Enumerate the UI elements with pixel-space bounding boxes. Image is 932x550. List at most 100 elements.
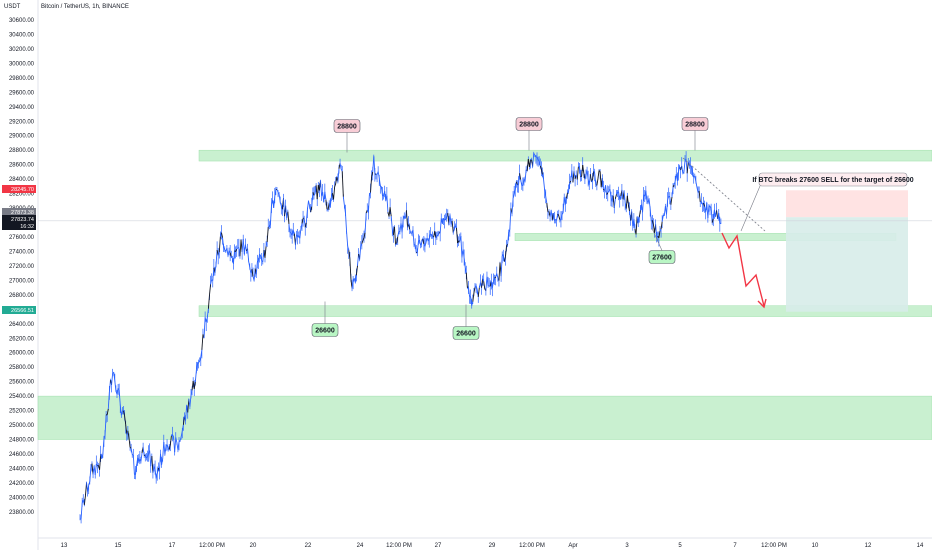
price-segment (605, 185, 608, 195)
price-segment (623, 190, 626, 203)
zone-demand (37, 395, 932, 440)
price-segment (456, 227, 459, 244)
annotation-box-low (311, 323, 339, 337)
price-badge (2, 306, 36, 314)
price-segment (536, 156, 539, 160)
price-segment (659, 229, 662, 232)
drawings-layer: 28800 28800 28800 26600 26600 27600 If BTC bre… (311, 117, 914, 340)
price-segment (708, 205, 711, 208)
price-segment (205, 317, 208, 323)
price-segment (124, 415, 127, 425)
price-segment (601, 178, 604, 190)
price-segment (221, 232, 223, 238)
price-segment (613, 198, 616, 209)
price-segment (269, 204, 272, 225)
time-tick-label: 14 (917, 543, 924, 549)
price-segment (642, 194, 645, 213)
price-segment (369, 192, 371, 195)
price-tick-label: 25200.00 (9, 409, 35, 415)
price-segment (718, 213, 721, 224)
time-tick-label: 5 (678, 543, 682, 549)
price-segment (626, 195, 629, 205)
price-segment (303, 217, 306, 228)
price-segment (230, 256, 233, 259)
time-axis[interactable]: 13 15 17 12:00 PM 20 22 24 12:00 PM 27 29 12:00 PM… (61, 543, 924, 549)
price-segment (564, 198, 567, 205)
time-tick-label: 17 (169, 543, 176, 549)
price-segment (223, 247, 226, 250)
price-segment (256, 260, 259, 263)
price-segment (580, 175, 582, 178)
price-segment (311, 192, 314, 207)
price-segment (351, 282, 354, 289)
price-segment (99, 454, 102, 470)
price-segment (285, 205, 288, 218)
price-segment (401, 218, 404, 233)
price-segment (345, 213, 348, 233)
price-segment (178, 440, 181, 443)
price-segment (215, 249, 218, 266)
price-segment (334, 183, 337, 188)
price-tick-label: 28400.00 (9, 177, 35, 183)
price-tick-label: 28600.00 (9, 163, 35, 169)
price-segment (88, 481, 91, 486)
price-segment (158, 453, 161, 472)
price-segment (618, 192, 621, 200)
price-segment (445, 216, 448, 220)
price-tick-label: 26400.00 (9, 322, 35, 328)
price-segment (455, 225, 457, 229)
price-segment (174, 437, 177, 453)
price-segment (477, 287, 480, 297)
time-tick-label: 24 (357, 543, 364, 549)
annotation-label: 26600 (315, 328, 335, 335)
price-segment (408, 224, 411, 230)
price-segment (694, 176, 697, 182)
price-segment (161, 458, 164, 465)
annotation-box-high (681, 117, 709, 131)
price-segment (682, 171, 685, 174)
price-tick-label: 25400.00 (9, 394, 35, 400)
price-segment (565, 192, 568, 199)
price-segment (329, 196, 332, 208)
price-segment (259, 253, 261, 256)
price-axis[interactable]: 23800.00 24000.00 24200.00 24400.00 24600.00… (9, 18, 35, 516)
price-segment (655, 224, 658, 238)
price-segment (422, 238, 425, 245)
price-segment (619, 195, 622, 200)
price-segment (248, 261, 251, 268)
price-segment (101, 454, 104, 459)
price-segment (649, 208, 652, 222)
price-segment (288, 223, 291, 233)
price-segment (538, 160, 541, 166)
price-tick-label: 27200.00 (9, 264, 35, 270)
price-segment (460, 236, 463, 258)
price-segment (185, 405, 188, 421)
price-segment (528, 159, 531, 167)
price-segment (493, 277, 496, 282)
price-segment (212, 267, 215, 281)
price-segment (116, 387, 119, 395)
price-segment (341, 171, 344, 197)
price-segment (609, 189, 612, 198)
price-segment (439, 218, 442, 234)
price-segment (431, 234, 433, 237)
price-segment (673, 181, 676, 185)
price-segment (452, 229, 455, 233)
price-tick-label: 29800.00 (9, 76, 35, 82)
price-segment (320, 180, 323, 196)
price-segment (203, 317, 206, 339)
symbol-title: Bitcoin / TetherUS, 1h, BINANCE (41, 4, 129, 10)
price-segment (596, 178, 599, 186)
price-segment (251, 268, 254, 277)
price-segment (424, 242, 427, 247)
price-segment (194, 369, 197, 383)
price-segment (125, 424, 128, 435)
price-segment (301, 218, 304, 224)
price-segment (283, 198, 286, 217)
price-segment (364, 213, 367, 233)
price-segment (342, 196, 345, 206)
price-segment (556, 213, 559, 221)
price-segment (378, 177, 381, 186)
